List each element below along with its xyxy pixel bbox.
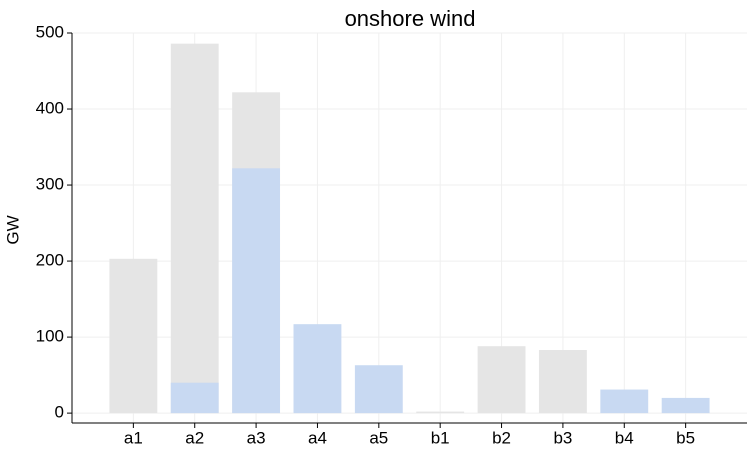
y-axis-label: GW <box>3 215 22 244</box>
x-tick-label: b5 <box>676 428 695 447</box>
y-tick-label: 100 <box>36 327 64 346</box>
y-tick-label: 200 <box>36 251 64 270</box>
x-tick-label: a3 <box>247 428 266 447</box>
bar <box>661 397 710 414</box>
bar <box>109 258 158 414</box>
bar <box>600 389 649 414</box>
y-tick-label: 400 <box>36 99 64 118</box>
y-tick-label: 500 <box>36 22 64 41</box>
x-tick-label: a4 <box>308 428 327 447</box>
x-tick-label: b1 <box>431 428 450 447</box>
bar <box>416 411 465 414</box>
x-tick-label: a1 <box>124 428 143 447</box>
bar <box>477 346 526 414</box>
x-tick-label: a5 <box>369 428 388 447</box>
bar <box>170 382 219 414</box>
bar <box>538 350 587 414</box>
bar <box>232 168 281 414</box>
x-tick-label: b2 <box>492 428 511 447</box>
bar <box>354 365 403 414</box>
y-tick-label: 300 <box>36 175 64 194</box>
x-tick-label: b4 <box>615 428 634 447</box>
bar <box>293 324 342 414</box>
y-tick-label: 0 <box>55 403 64 422</box>
x-tick-label: a2 <box>185 428 204 447</box>
x-tick-label: b3 <box>553 428 572 447</box>
bar <box>170 43 219 414</box>
chart-title: onshore wind <box>345 6 476 31</box>
